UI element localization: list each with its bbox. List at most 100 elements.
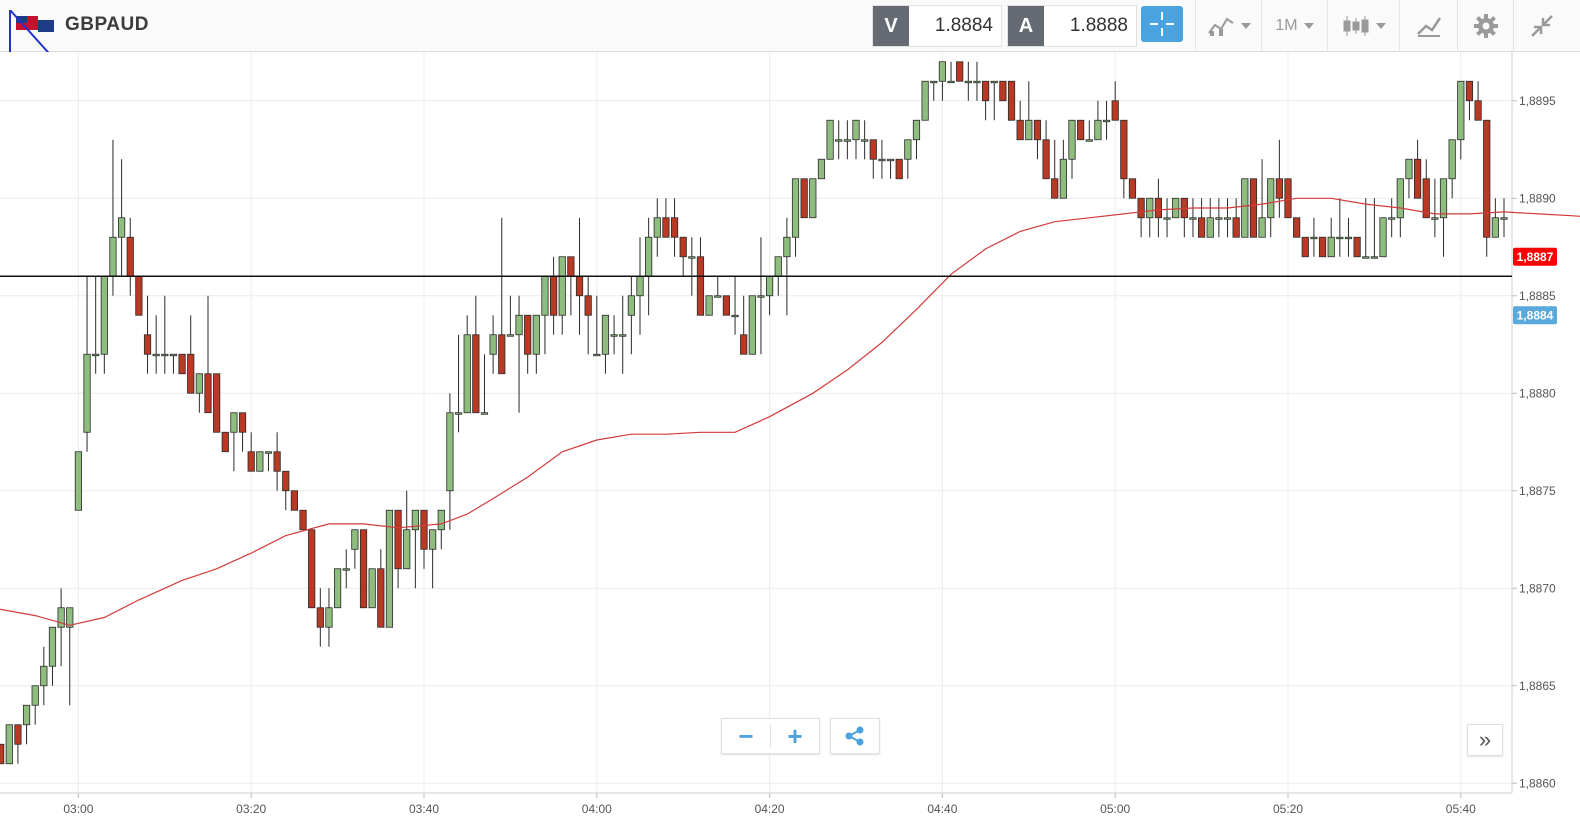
candle-up	[714, 295, 722, 298]
candle-down	[550, 275, 558, 316]
y-tick-label: 1,8870	[1519, 581, 1556, 595]
candle-up	[878, 158, 886, 162]
candle-up	[1344, 236, 1353, 240]
candle-down	[143, 334, 152, 355]
share-button[interactable]	[831, 719, 879, 753]
candle-up	[1102, 119, 1111, 123]
candle-up	[930, 80, 938, 84]
zoom-out-button[interactable]: −	[722, 719, 770, 753]
candle-up	[1431, 217, 1439, 220]
candle-up	[74, 451, 82, 511]
candle-down	[800, 178, 808, 219]
candle-up	[411, 509, 419, 531]
candle-down	[982, 80, 990, 102]
toolbar: GBPAUD V 1.8884 A 1.8888 1M	[0, 0, 1580, 71]
candle-down	[740, 334, 748, 355]
zoom-in-button[interactable]: +	[771, 719, 819, 753]
candle-up	[1396, 178, 1404, 219]
candle-up	[1405, 158, 1413, 180]
candle-down	[1033, 119, 1042, 141]
candle-up	[463, 334, 471, 414]
candle-up	[66, 607, 74, 628]
chevron-down-icon	[1375, 23, 1386, 29]
drawing-icon	[1416, 17, 1441, 37]
candle-down	[1120, 119, 1128, 180]
candle-up	[774, 256, 782, 277]
candle-down	[178, 353, 186, 375]
candle-down	[1077, 119, 1085, 141]
candle-down	[299, 509, 307, 531]
chart-type-icon	[1207, 17, 1234, 36]
candle-down	[282, 470, 290, 492]
price-tag	[1513, 247, 1557, 266]
x-tick-label: 03:00	[63, 802, 93, 816]
candle-up	[48, 626, 57, 667]
settings-button[interactable]	[1457, 0, 1513, 52]
sell-button[interactable]: V 1.8884	[872, 5, 1002, 47]
candle-up	[1310, 236, 1318, 240]
candle-up	[1094, 119, 1102, 141]
candle-down	[1301, 236, 1309, 258]
candle-up	[1327, 236, 1335, 258]
candle-up	[835, 139, 843, 142]
candle-down	[238, 412, 247, 433]
candle-down	[1051, 178, 1059, 199]
candle-up	[403, 529, 411, 570]
candle-down	[316, 607, 324, 628]
buy-button[interactable]: A 1.8888	[1007, 5, 1137, 47]
candle-down	[1198, 217, 1206, 238]
candle-up	[506, 334, 515, 337]
candle-down	[204, 373, 212, 414]
candle-down	[14, 724, 22, 745]
timeframe-button[interactable]: 1M	[1261, 0, 1327, 52]
scroll-forward-button[interactable]: »	[1467, 724, 1503, 756]
candle-type-button[interactable]	[1327, 0, 1399, 52]
candle-up	[152, 353, 160, 357]
price-tag-label: 1,8884	[1517, 308, 1554, 322]
candle-up	[541, 275, 549, 316]
candle-up	[593, 353, 601, 357]
drawing-button[interactable]	[1399, 0, 1457, 52]
chart-type-button[interactable]	[1195, 0, 1261, 52]
candle-up	[1241, 178, 1249, 238]
candle-up	[1491, 217, 1499, 238]
timeframe-label: 1M	[1275, 17, 1298, 34]
sell-label: V	[873, 6, 909, 46]
candle-down	[584, 295, 592, 316]
price-chart[interactable]: 1,8860 1,8865 1,8870 1,8875 1,8880 1,8885 1,88…	[0, 52, 1580, 838]
candle-up	[195, 373, 203, 394]
crosshair-icon	[1150, 12, 1174, 36]
candle-down	[1414, 158, 1422, 199]
candle-down	[722, 295, 731, 316]
candle-down	[1042, 139, 1050, 180]
forward-icon: »	[1478, 727, 1492, 752]
candle-up	[454, 412, 463, 415]
candle-up	[619, 334, 627, 337]
candle-up	[1370, 256, 1378, 259]
candle-up	[1025, 119, 1033, 141]
y-tick-label: 1,8875	[1519, 484, 1556, 498]
candle-up	[1059, 158, 1067, 199]
candle-down	[0, 743, 5, 765]
crosshair-button[interactable]	[1141, 6, 1183, 42]
candle-down	[1111, 100, 1119, 121]
candle-up	[861, 139, 869, 142]
candle-down	[679, 236, 687, 258]
buy-label: A	[1008, 6, 1044, 46]
candle-up	[31, 685, 39, 706]
candle-down	[1353, 236, 1361, 258]
candle-up	[256, 451, 264, 472]
candle-down	[1483, 119, 1491, 238]
candle-up	[1439, 178, 1448, 219]
candle-up	[757, 295, 765, 298]
candle-up	[385, 509, 394, 628]
candle-down	[1284, 178, 1292, 219]
candle-up	[748, 295, 756, 355]
moving-average-line	[0, 197, 1580, 626]
candle-down	[670, 217, 679, 238]
collapse-button[interactable]	[1513, 0, 1569, 52]
candle-down	[290, 490, 299, 511]
candle-up	[1362, 256, 1370, 259]
y-tick-label: 1,8860	[1519, 776, 1556, 790]
x-tick-label: 05:20	[1273, 802, 1303, 816]
